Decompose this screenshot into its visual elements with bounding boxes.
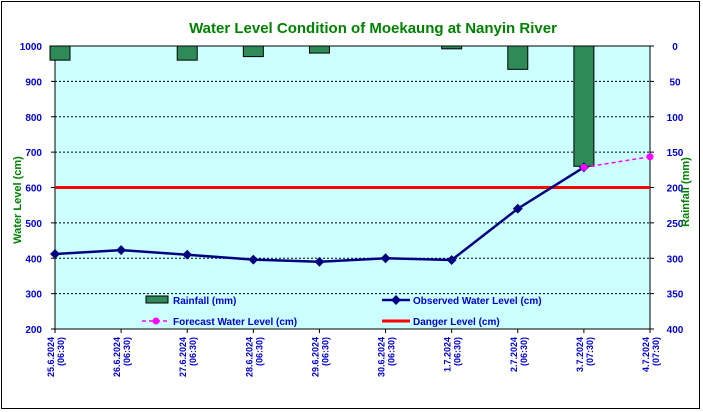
legend-label: Rainfall (mm) <box>173 296 236 307</box>
x-tick-date: 4.7.2024 <box>641 337 651 372</box>
right-tick-label: 350 <box>667 290 684 301</box>
right-tick-label: 0 <box>672 42 678 53</box>
left-tick-label: 1000 <box>20 42 43 53</box>
right-tick-label: 100 <box>667 113 684 124</box>
forecast-point <box>580 163 588 171</box>
x-tick-label: 25.6.2024(06:30) <box>46 337 66 377</box>
left-tick-label: 300 <box>25 290 42 301</box>
left-tick-label: 700 <box>25 148 42 159</box>
left-tick-label: 500 <box>25 219 42 230</box>
rainfall-bar <box>49 45 71 61</box>
x-tick-time: (06:30) <box>254 337 264 366</box>
x-tick-time: (06:30) <box>320 337 330 366</box>
x-tick-date: 25.6.2024 <box>46 337 56 377</box>
x-tick-date: 2.7.2024 <box>509 337 519 372</box>
left-tick-label: 400 <box>25 254 42 265</box>
right-tick-label: 150 <box>667 148 684 159</box>
x-tick-label: 3.7.2024(07:30) <box>575 337 595 372</box>
y2-axis-title: Rainfall (mm) <box>680 157 692 227</box>
x-tick-label: 28.6.2024(06:30) <box>244 337 264 377</box>
x-tick-time: (06:30) <box>453 337 463 366</box>
rainfall-bar <box>573 45 595 167</box>
x-tick-date: 27.6.2024 <box>178 337 188 377</box>
right-tick-label: 400 <box>667 325 684 336</box>
rainfall-bars <box>49 45 595 167</box>
observed-point <box>512 203 523 214</box>
right-tick-label: 50 <box>669 77 681 88</box>
observed-point <box>380 253 391 264</box>
x-axis-ticks: 25.6.2024(06:30) 26.6.2024(06:30) 27.6.202… <box>46 329 661 377</box>
legend-label: Forecast Water Level (cm) <box>173 317 297 328</box>
legend: Rainfall (mm) Observed Water Level (cm) Fo… <box>142 295 542 328</box>
x-tick-label: 4.7.2024(07:30) <box>641 337 661 372</box>
observed-point <box>182 249 193 260</box>
x-tick-date: 30.6.2024 <box>377 337 387 377</box>
x-tick-date: 1.7.2024 <box>443 337 453 372</box>
legend-label: Danger Level (cm) <box>413 317 500 328</box>
x-tick-time: (07:30) <box>651 337 661 366</box>
rainfall-bar <box>176 45 198 61</box>
observed-point <box>116 245 127 256</box>
forecast-point <box>646 153 654 161</box>
x-tick-time: (06:30) <box>188 337 198 366</box>
x-tick-label: 1.7.2024(06:30) <box>443 337 463 372</box>
x-tick-date: 3.7.2024 <box>575 337 585 372</box>
x-tick-date: 26.6.2024 <box>112 337 122 377</box>
legend-marker <box>152 317 160 325</box>
left-axis-ticks: 200 300 400 500 600 700 800 900 1000 <box>20 42 55 336</box>
x-tick-time: (07:30) <box>585 337 595 366</box>
left-tick-label: 900 <box>25 77 42 88</box>
rainfall-bar <box>441 45 463 50</box>
right-tick-label: 200 <box>667 184 684 195</box>
left-tick-label: 800 <box>25 113 42 124</box>
right-tick-label: 300 <box>667 254 684 265</box>
legend-swatch <box>145 295 169 304</box>
chart-title: Water Level Condition of Moekaung at Nan… <box>189 20 557 37</box>
x-tick-label: 2.7.2024(06:30) <box>509 337 529 372</box>
x-tick-date: 28.6.2024 <box>244 337 254 377</box>
rainfall-bar <box>242 45 264 58</box>
legend-item: Forecast Water Level (cm) <box>142 317 297 328</box>
left-tick-label: 600 <box>25 184 42 195</box>
legend-item: Observed Water Level (cm) <box>382 295 542 307</box>
right-tick-label: 250 <box>667 219 684 230</box>
x-tick-time: (06:30) <box>387 337 397 366</box>
legend-marker <box>391 295 401 305</box>
observed-point <box>314 256 325 267</box>
legend-item: Danger Level (cm) <box>382 317 500 328</box>
x-tick-time: (06:30) <box>122 337 132 366</box>
x-tick-time: (06:30) <box>56 337 66 366</box>
right-axis-ticks: 0 50 100 150 200 250 300 350 400 <box>650 42 684 336</box>
legend-item: Rainfall (mm) <box>145 295 236 307</box>
x-tick-date: 29.6.2024 <box>310 337 320 377</box>
x-tick-label: 30.6.2024(06:30) <box>377 337 397 377</box>
observed-point <box>446 255 457 265</box>
x-tick-label: 29.6.2024(06:30) <box>310 337 330 377</box>
left-tick-label: 200 <box>25 325 42 336</box>
legend-label: Observed Water Level (cm) <box>413 296 542 307</box>
rainfall-bar <box>308 45 330 54</box>
y-axis-title: Water Level (cm) <box>12 156 24 244</box>
x-tick-label: 26.6.2024(06:30) <box>112 337 132 377</box>
forecast-series <box>580 153 654 171</box>
rainfall-bar <box>507 45 529 70</box>
x-tick-label: 27.6.2024(06:30) <box>178 337 198 377</box>
x-tick-time: (06:30) <box>519 337 529 366</box>
